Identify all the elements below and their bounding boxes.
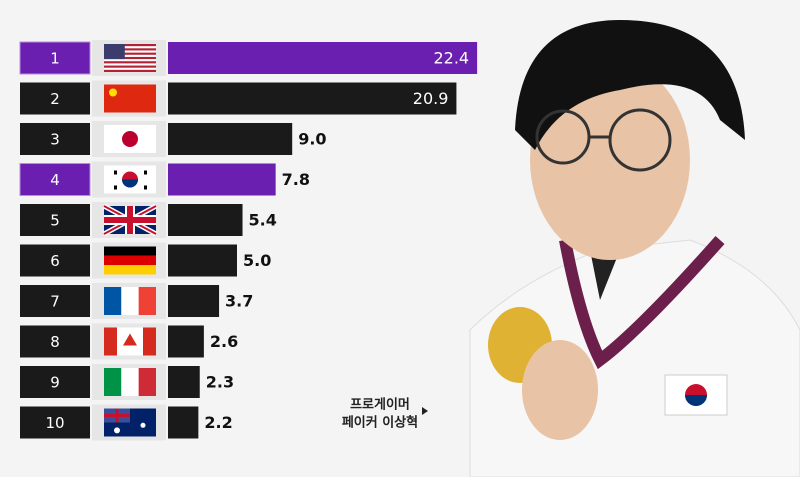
- flag-part: [114, 185, 117, 190]
- rank-label: 8: [50, 333, 60, 351]
- rank-cell: [20, 244, 90, 277]
- flag: [104, 368, 156, 396]
- rank-cell: [20, 204, 90, 236]
- flag-part: [104, 44, 156, 47]
- flag-part: [104, 44, 125, 60]
- bar: [168, 325, 204, 358]
- value-label: 20.9: [413, 89, 449, 108]
- flag-part: [104, 287, 122, 315]
- bar: [168, 163, 276, 196]
- bar: [168, 123, 293, 155]
- rank-label: 3: [50, 131, 60, 149]
- flag: [104, 165, 156, 194]
- flag-part: [122, 131, 138, 147]
- flag: [104, 84, 156, 113]
- rank-cell: [20, 325, 90, 358]
- rank-label: 9: [50, 374, 60, 392]
- bar: [168, 82, 457, 115]
- flag-part: [104, 408, 130, 423]
- flag-part: [121, 287, 139, 315]
- value-label: 9.0: [298, 130, 326, 149]
- value-label: 2.3: [206, 373, 234, 392]
- rank-label: 6: [50, 252, 60, 270]
- caption-line: 프로게이머: [350, 397, 410, 413]
- bar: [168, 285, 220, 317]
- flag: [102, 203, 158, 237]
- value-label: 2.6: [210, 332, 238, 351]
- value-label: 22.4: [433, 49, 469, 68]
- caption-line: 페이커 이상혁: [342, 415, 418, 431]
- flag-part: [104, 52, 156, 55]
- flag-part: [143, 327, 156, 356]
- rank-label: 1: [50, 50, 60, 68]
- flag-part: [144, 185, 147, 190]
- flag: [104, 408, 156, 437]
- rank-cell: [20, 82, 90, 115]
- flag-part: [122, 179, 138, 188]
- flag: [104, 246, 156, 275]
- flag-part: [104, 56, 156, 60]
- rank-label: 5: [50, 212, 60, 230]
- rank-label: 4: [50, 171, 60, 189]
- flag-part: [104, 61, 156, 64]
- value-label: 3.7: [225, 292, 253, 311]
- flag: [104, 44, 156, 72]
- rank-cell: [19, 41, 91, 75]
- flag-part: [104, 246, 156, 256]
- flag-part: [121, 368, 139, 396]
- flag-part: [138, 287, 156, 315]
- flag-part: [104, 255, 156, 266]
- rank-cell: [19, 163, 91, 196]
- caption-arrow: [422, 407, 428, 415]
- flag-part: [104, 217, 156, 223]
- flag-part: [144, 170, 147, 175]
- value-label: 2.2: [204, 413, 232, 432]
- flag: [104, 287, 156, 315]
- flag-part: [104, 65, 156, 68]
- bar: [168, 244, 237, 277]
- flag-part: [104, 368, 122, 396]
- value-label: 5.4: [249, 211, 277, 230]
- flag-part: [109, 88, 117, 97]
- flag-part: [114, 427, 120, 434]
- flag-part: [104, 69, 156, 72]
- flag: [104, 125, 156, 153]
- value-label: 7.8: [282, 170, 310, 189]
- bar: [168, 366, 200, 398]
- rank-cell: [20, 285, 90, 317]
- bar: [168, 204, 243, 236]
- flag-part: [114, 170, 117, 175]
- photo: [469, 20, 800, 477]
- flag-part: [140, 422, 146, 428]
- rank-label: 7: [50, 293, 60, 311]
- rank-label: 10: [45, 414, 64, 432]
- flag: [104, 327, 156, 356]
- bar: [168, 42, 478, 74]
- bar: [168, 406, 199, 439]
- flag-part: [104, 48, 156, 51]
- rank-cell: [20, 366, 90, 398]
- bar-chart: 1 22.4 2 20.9 3 9.0 4 7.8 5 5.4 6 5.0 7 3.7 8 2.6 9 2.3 10…: [19, 40, 478, 441]
- flag-part: [104, 327, 117, 356]
- rank-label: 2: [50, 90, 60, 108]
- rank-cell: [20, 123, 90, 155]
- flag-part: [123, 333, 137, 346]
- value-label: 5.0: [243, 251, 271, 270]
- rank-cell: [20, 406, 90, 439]
- flag-part: [104, 265, 156, 275]
- flag-part: [138, 368, 156, 396]
